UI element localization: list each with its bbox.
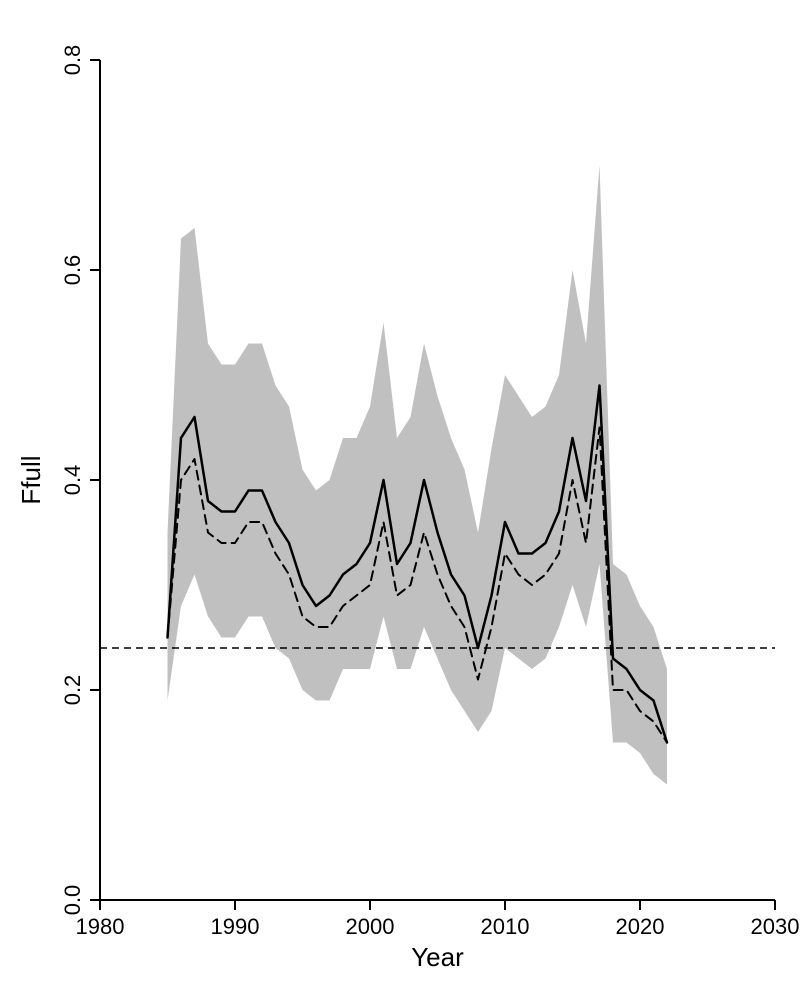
x-tick-label: 2020 — [616, 914, 665, 939]
y-tick-label: 0.0 — [60, 885, 85, 916]
x-tick-label: 1990 — [211, 914, 260, 939]
y-tick-label: 0.2 — [60, 675, 85, 706]
x-tick-label: 1980 — [76, 914, 125, 939]
y-tick-label: 0.4 — [60, 465, 85, 496]
x-tick-label: 2000 — [346, 914, 395, 939]
ffull-timeseries-chart: 1980 1990 2000 2010 2020 2030 0.0 0.2 0.4 0.6 0.8 Y… — [0, 0, 800, 1000]
x-tick-label: 2010 — [481, 914, 530, 939]
y-tick-label: 0.6 — [60, 255, 85, 286]
y-axis-label: Ffull — [16, 455, 46, 504]
y-tick-label: 0.8 — [60, 45, 85, 76]
x-tick-label: 2030 — [751, 914, 800, 939]
x-axis-label: Year — [411, 942, 464, 972]
